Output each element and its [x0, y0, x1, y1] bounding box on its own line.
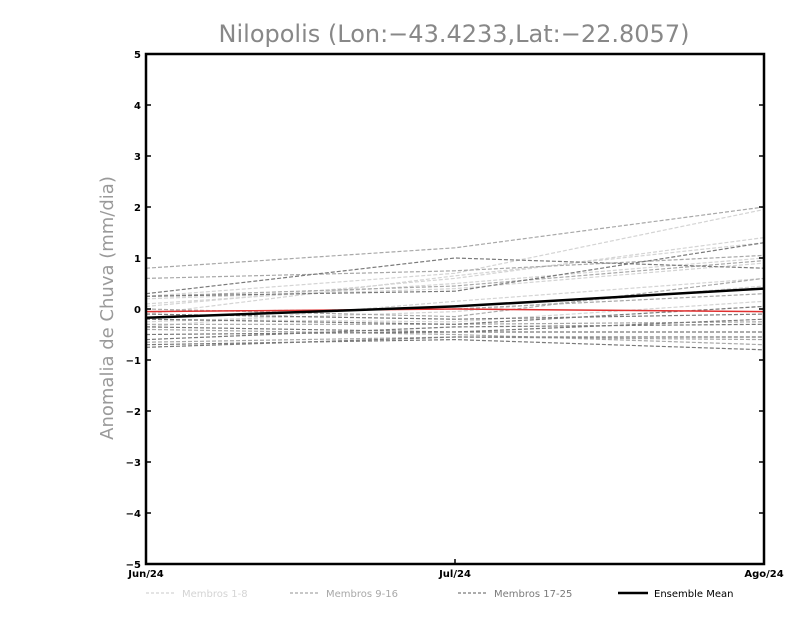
member-series-line-1 — [145, 208, 765, 297]
y-tick-label: 0 — [134, 305, 141, 316]
member-series-line-17 — [145, 257, 765, 295]
member-series-line-13 — [145, 328, 765, 346]
member-series-line-3 — [145, 242, 765, 315]
member-series-line-22 — [145, 338, 765, 351]
y-tick-label: −1 — [126, 356, 141, 367]
y-tick-label: −5 — [126, 560, 141, 571]
y-tick-label: 2 — [134, 203, 141, 214]
y-tick-label: −4 — [126, 509, 141, 520]
x-tick-label: Jun/24 — [127, 569, 164, 580]
y-tick-label: 1 — [134, 254, 141, 265]
member-series-line-9 — [145, 206, 765, 269]
x-tick-label: Jul/24 — [438, 569, 471, 580]
member-series-line-7 — [145, 300, 765, 323]
member-series-line-11 — [145, 260, 765, 297]
legend: Membros 1-8 Membros 9-16 Membros 17-25 Ense… — [146, 589, 733, 600]
member-series-line-4 — [145, 257, 765, 305]
y-tick-label: 5 — [134, 50, 141, 61]
legend-label: Membros 1-8 — [182, 589, 248, 600]
member-series-line-16 — [145, 277, 765, 318]
y-axis-label: Anomalia de Chuva (mm/dia) — [97, 176, 118, 440]
red-series-line — [145, 308, 765, 313]
member-series-line-19 — [145, 313, 765, 320]
legend-label: Ensemble Mean — [654, 589, 733, 600]
legend-label: Membros 17-25 — [494, 589, 572, 600]
member-series-line-24 — [145, 318, 765, 333]
member-series-line-18 — [145, 242, 765, 297]
member-series-line-8 — [145, 262, 765, 300]
x-tick-label: Ago/24 — [744, 569, 783, 580]
chart-title: Nilopolis (Lon:−43.4233,Lat:−22.8057) — [219, 20, 690, 48]
member-series-line-23 — [145, 336, 764, 348]
member-series-line-25 — [145, 323, 765, 341]
y-tick-label: 3 — [134, 152, 141, 163]
member-series-line-6 — [145, 277, 765, 328]
series-lines — [145, 206, 765, 351]
member-series-line-20 — [145, 305, 765, 325]
legend-label: Membros 9-16 — [326, 589, 398, 600]
y-tick-label: −3 — [126, 458, 141, 469]
y-tick-label: −2 — [126, 407, 141, 418]
member-series-line-10 — [145, 254, 765, 279]
ensemble-mean-line — [145, 287, 765, 319]
y-tick-label: 4 — [134, 101, 141, 112]
